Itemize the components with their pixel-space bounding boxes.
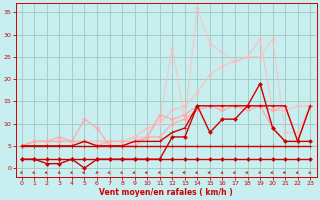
X-axis label: Vent moyen/en rafales ( km/h ): Vent moyen/en rafales ( km/h ): [99, 188, 233, 197]
